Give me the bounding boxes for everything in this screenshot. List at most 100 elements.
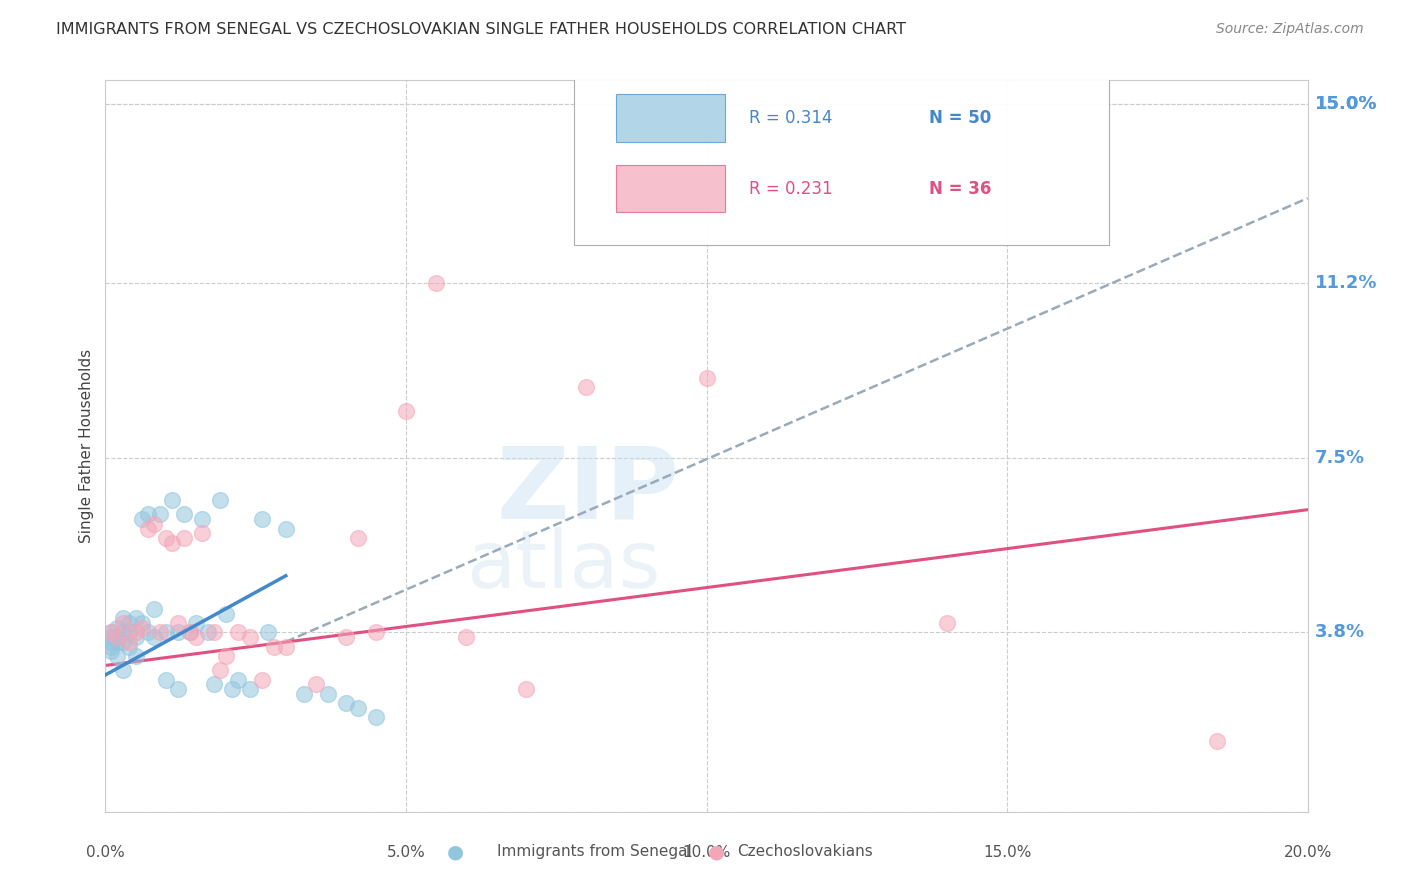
Point — [100, 630, 122, 644]
Point — [575, 380, 598, 394]
Point — [112, 615, 135, 630]
Point — [136, 522, 159, 536]
Point — [184, 630, 207, 644]
Point — [239, 681, 262, 696]
Point — [515, 681, 537, 696]
Point — [190, 512, 212, 526]
Point — [202, 677, 225, 691]
Point — [250, 673, 273, 687]
Point — [316, 687, 339, 701]
Point — [250, 512, 273, 526]
Point — [155, 531, 177, 545]
Point — [124, 630, 146, 644]
Point — [100, 625, 122, 640]
Point — [425, 276, 447, 290]
Point — [202, 625, 225, 640]
Point — [160, 493, 183, 508]
Text: 15.0%: 15.0% — [983, 845, 1031, 860]
Point — [221, 681, 243, 696]
Text: IMMIGRANTS FROM SENEGAL VS CZECHOSLOVAKIAN SINGLE FATHER HOUSEHOLDS CORRELATION : IMMIGRANTS FROM SENEGAL VS CZECHOSLOVAKI… — [56, 22, 907, 37]
Text: 3.8%: 3.8% — [1315, 624, 1365, 641]
Text: Czechoslovakians: Czechoslovakians — [738, 845, 873, 859]
Text: N = 50: N = 50 — [929, 109, 991, 127]
Point — [274, 522, 297, 536]
Point — [142, 630, 165, 644]
Point — [305, 677, 328, 691]
Point — [214, 648, 236, 663]
Text: 5.0%: 5.0% — [387, 845, 426, 860]
Point — [936, 615, 959, 630]
Point — [100, 644, 122, 658]
Point — [335, 630, 357, 644]
Point — [118, 635, 141, 649]
Point — [364, 625, 387, 640]
Point — [274, 640, 297, 654]
Point — [160, 535, 183, 549]
Point — [1206, 734, 1229, 748]
Text: Source: ZipAtlas.com: Source: ZipAtlas.com — [1216, 22, 1364, 37]
Text: 10.0%: 10.0% — [682, 845, 731, 860]
Point — [184, 615, 207, 630]
Point — [136, 508, 159, 522]
Point — [100, 625, 122, 640]
Point — [214, 607, 236, 621]
Point — [155, 673, 177, 687]
Point — [136, 625, 159, 640]
Point — [364, 710, 387, 724]
Point — [166, 625, 188, 640]
Point — [124, 648, 146, 663]
Point — [696, 370, 718, 384]
Text: Immigrants from Senegal: Immigrants from Senegal — [498, 845, 692, 859]
Point — [142, 516, 165, 531]
Point — [166, 615, 188, 630]
Text: atlas: atlas — [465, 527, 661, 606]
Point — [263, 640, 285, 654]
Point — [100, 640, 122, 654]
Point — [166, 681, 188, 696]
Point — [118, 625, 141, 640]
Text: R = 0.314: R = 0.314 — [748, 109, 832, 127]
Point — [107, 648, 129, 663]
Point — [208, 493, 231, 508]
Point — [179, 625, 201, 640]
Point — [239, 630, 262, 644]
Point — [118, 640, 141, 654]
Text: 15.0%: 15.0% — [1315, 95, 1376, 113]
Point — [118, 615, 141, 630]
FancyBboxPatch shape — [616, 165, 724, 212]
Point — [131, 621, 153, 635]
Point — [190, 526, 212, 541]
Point — [107, 635, 129, 649]
Point — [112, 625, 135, 640]
Point — [155, 625, 177, 640]
Point — [107, 630, 129, 644]
Text: 15.0%: 15.0% — [1315, 95, 1376, 113]
FancyBboxPatch shape — [616, 95, 724, 142]
Point — [454, 630, 477, 644]
Point — [107, 630, 129, 644]
Point — [226, 673, 249, 687]
Point — [173, 531, 195, 545]
Point — [131, 512, 153, 526]
Text: ●: ● — [709, 842, 725, 862]
Point — [335, 696, 357, 710]
Point — [179, 625, 201, 640]
Text: N = 36: N = 36 — [929, 180, 991, 198]
Point — [197, 625, 219, 640]
Point — [107, 621, 129, 635]
Text: R = 0.231: R = 0.231 — [748, 180, 832, 198]
Point — [226, 625, 249, 640]
Text: 11.2%: 11.2% — [1315, 274, 1376, 293]
Point — [256, 625, 278, 640]
Text: 20.0%: 20.0% — [1284, 845, 1331, 860]
Point — [112, 635, 135, 649]
Text: ZIP: ZIP — [496, 442, 679, 540]
Point — [208, 663, 231, 677]
Point — [173, 508, 195, 522]
Point — [148, 508, 170, 522]
Point — [395, 403, 418, 417]
Y-axis label: Single Father Households: Single Father Households — [79, 349, 94, 543]
Text: 7.5%: 7.5% — [1315, 449, 1365, 467]
Point — [148, 625, 170, 640]
Point — [347, 531, 370, 545]
